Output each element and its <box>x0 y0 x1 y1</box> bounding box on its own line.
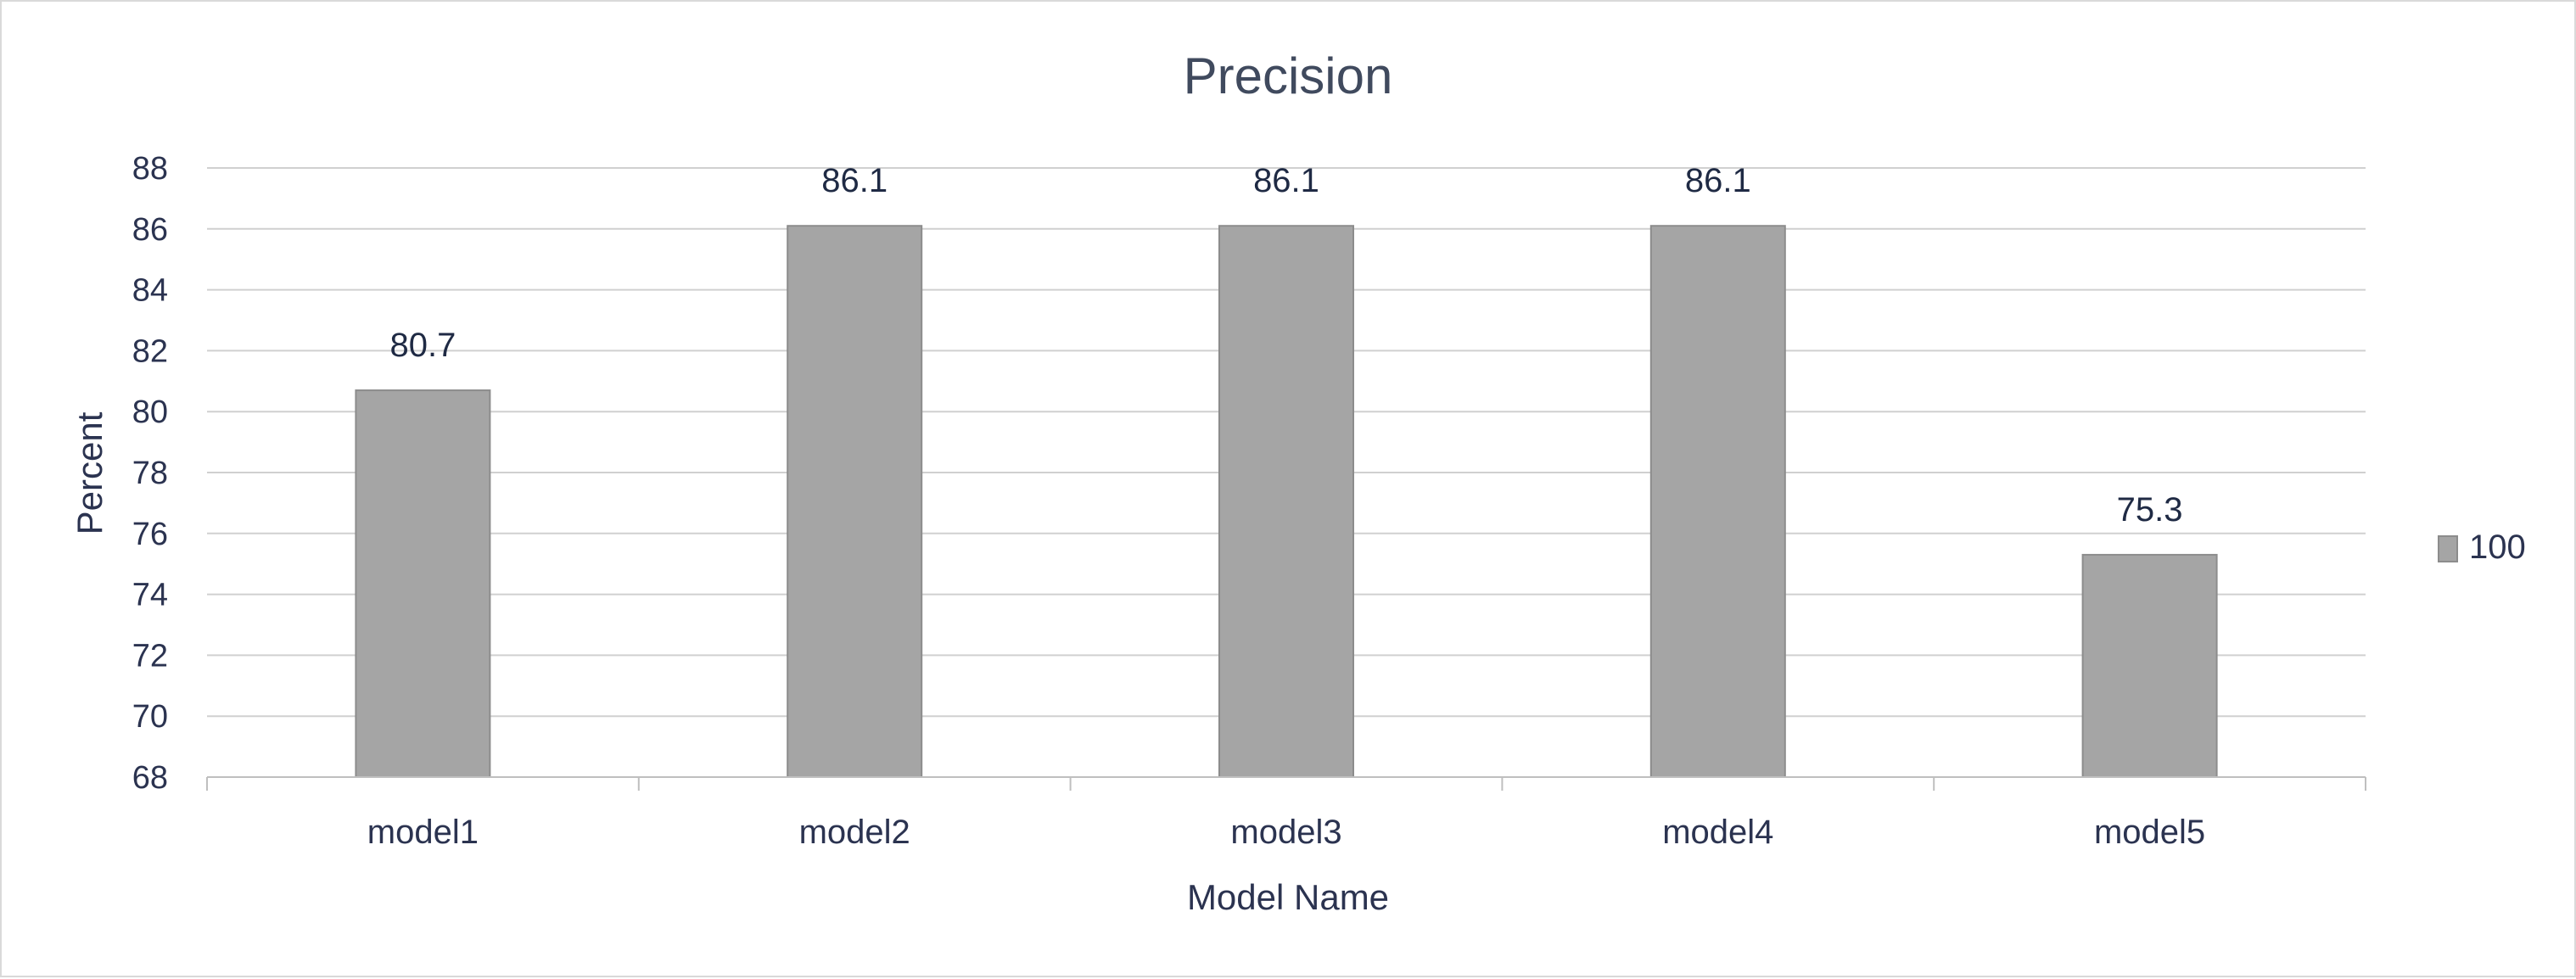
data-label: 75.3 <box>2117 491 2183 529</box>
x-tick-label: model1 <box>367 814 479 851</box>
y-axis-title: Percent <box>70 411 109 534</box>
y-tick-label: 76 <box>132 517 168 552</box>
legend-swatch <box>2438 535 2458 562</box>
y-tick-label: 72 <box>132 638 168 674</box>
bar <box>2081 553 2218 778</box>
y-tick-label: 70 <box>132 699 168 735</box>
y-tick-label: 78 <box>132 456 168 491</box>
x-tick-label: model2 <box>799 814 910 851</box>
y-axis-ticks: 68 70 72 74 76 78 80 82 84 86 88 <box>132 151 168 796</box>
bar <box>1218 225 1354 778</box>
bar <box>787 225 923 778</box>
y-tick-label: 82 <box>132 333 168 369</box>
x-tick-label: model5 <box>2094 814 2205 851</box>
y-tick-label: 84 <box>132 273 168 309</box>
legend-label: 100 <box>2469 529 2526 566</box>
data-label: 86.1 <box>1253 162 1319 199</box>
data-label: 86.1 <box>821 162 888 199</box>
data-label: 80.7 <box>389 327 456 364</box>
bar <box>355 389 491 778</box>
y-tick-label: 86 <box>132 212 168 248</box>
x-axis: model1 model2 model3 model4 model5 <box>206 776 2366 851</box>
chart-title: Precision <box>1184 48 1393 104</box>
x-tick-label: model3 <box>1230 814 1341 851</box>
y-tick-label: 68 <box>132 760 168 796</box>
bars: 80.7 86.1 86.1 86.1 75.3 <box>355 162 2218 778</box>
x-tick-label: model4 <box>1662 814 1773 851</box>
y-tick-label: 74 <box>132 578 168 613</box>
bar <box>1649 225 1786 778</box>
y-tick-label: 88 <box>132 151 168 187</box>
data-label: 86.1 <box>1685 162 1751 199</box>
y-tick-label: 80 <box>132 394 168 430</box>
x-axis-title: Model Name <box>1187 877 1389 917</box>
legend: 100 <box>2438 529 2526 566</box>
